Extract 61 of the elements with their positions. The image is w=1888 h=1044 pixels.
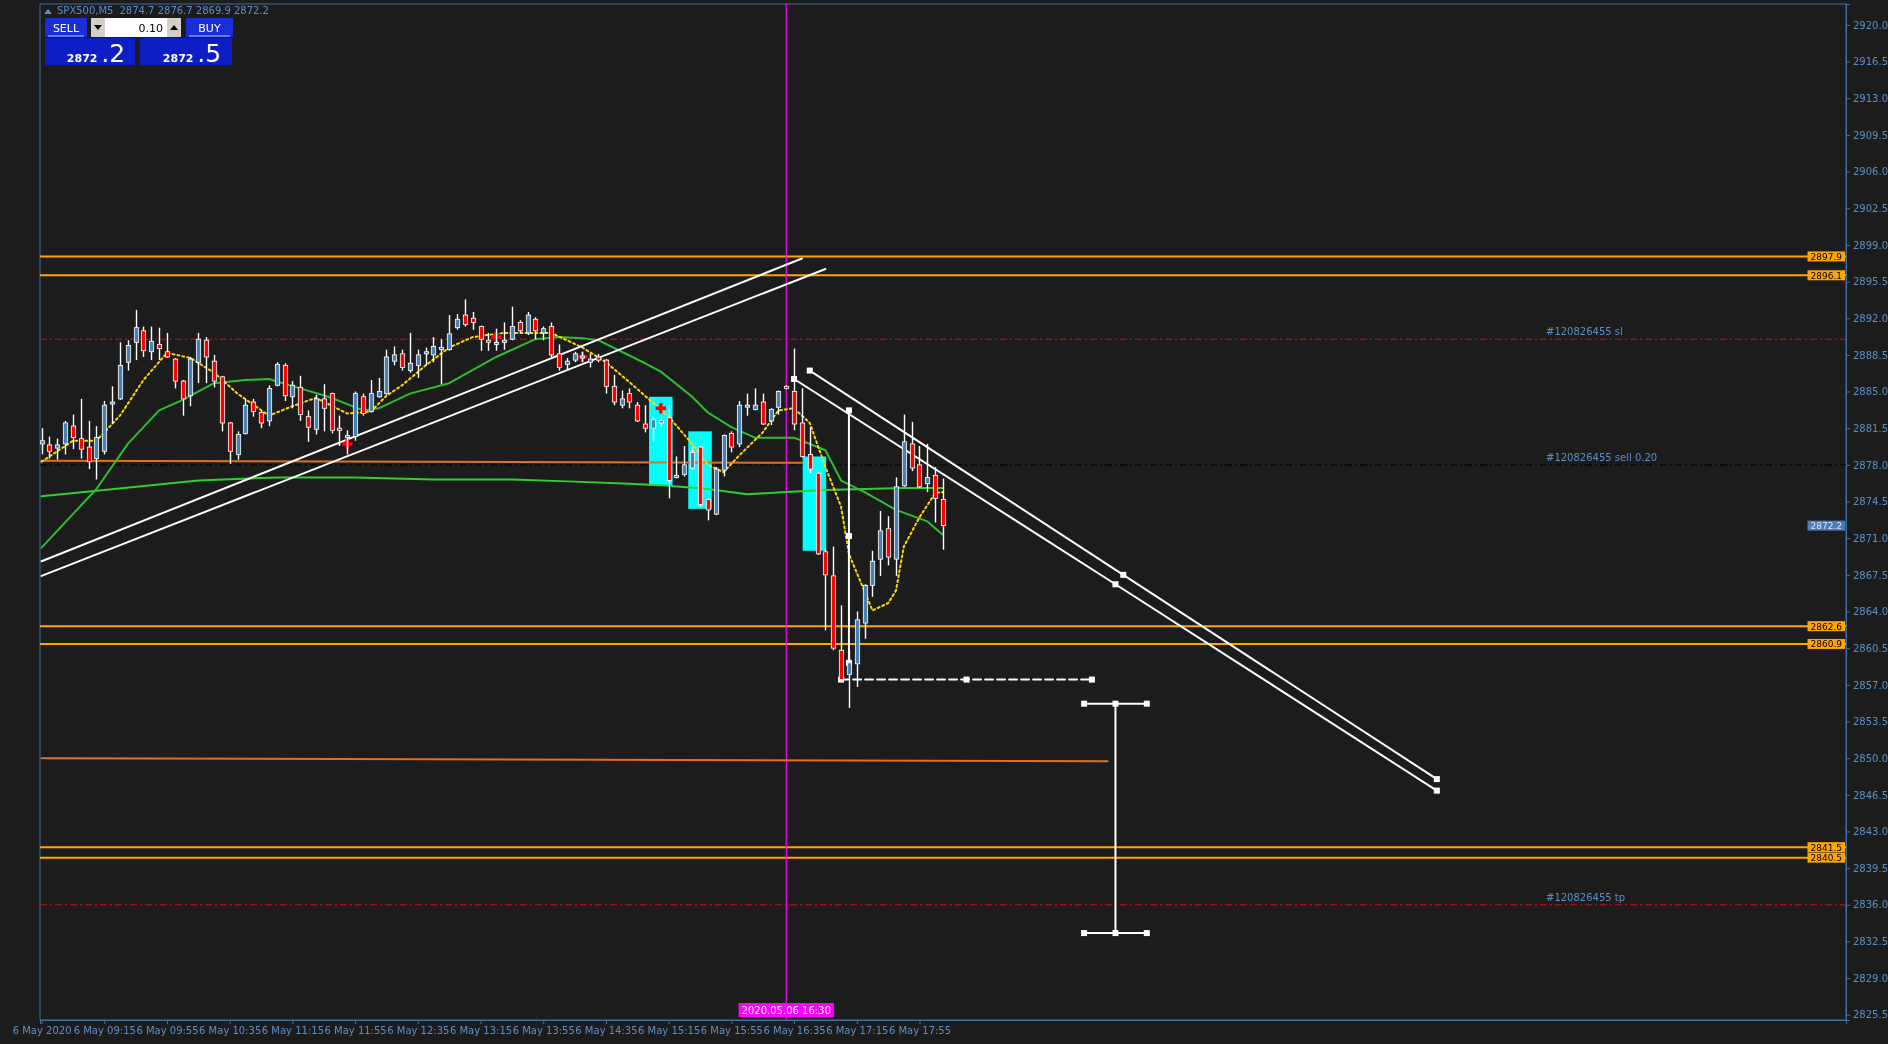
- annotation: 2872.2: [66, 39, 126, 68]
- annotation: BUY: [198, 22, 221, 35]
- x-tick-label: 6 May 14:35: [575, 1025, 638, 1037]
- y-tick-label: 2881.5: [1853, 422, 1888, 434]
- chart-subtitle: 2874.7 2876.7 2869.9 2872.2: [119, 5, 269, 16]
- annotation: 0.10: [138, 22, 163, 35]
- y-tick-label: 2832.5: [1853, 936, 1888, 948]
- y-tick-label: 2850.0: [1853, 752, 1888, 764]
- y-tick-label: 2888.5: [1853, 349, 1888, 361]
- x-tick-label: 6 May 11:55: [324, 1025, 387, 1037]
- y-tick-label: 2825.5: [1853, 1009, 1888, 1021]
- x-tick-label: 6 May 09:55: [136, 1025, 199, 1037]
- x-tick-label: 6 May 17:55: [888, 1025, 952, 1037]
- y-tick-label: 2860.5: [1853, 642, 1888, 654]
- x-tick-label: 6 May 17:15: [826, 1025, 889, 1037]
- ref-line-label: 2896.1: [1810, 270, 1842, 281]
- y-tick-label: 2916.5: [1853, 56, 1888, 68]
- ref-line-label: 2020.05.06 16:30: [741, 1005, 831, 1016]
- annotation: 2872.2: [1810, 521, 1842, 532]
- y-tick-label: 2874.5: [1853, 496, 1888, 508]
- annotation: SELL: [52, 22, 80, 35]
- ref-line-label: 2840.5: [1810, 853, 1842, 864]
- y-tick-label: 2902.5: [1853, 202, 1888, 214]
- y-tick-label: 2843.0: [1853, 826, 1888, 838]
- y-tick-label: 2839.5: [1853, 862, 1888, 874]
- y-tick-label: 2836.0: [1853, 899, 1888, 911]
- x-tick-label: 6 May 15:15: [638, 1025, 701, 1037]
- x-tick-label: 6 May 2020: [12, 1025, 72, 1037]
- y-tick-label: 2867.5: [1853, 569, 1888, 581]
- x-tick-label: 6 May 11:15: [261, 1025, 325, 1037]
- x-tick-label: 6 May 13:55: [512, 1025, 575, 1037]
- y-tick-label: 2853.5: [1853, 716, 1888, 728]
- x-tick-label: 6 May 16:35: [763, 1025, 826, 1037]
- y-tick-label: 2895.5: [1853, 276, 1888, 288]
- y-tick-label: 2846.5: [1853, 789, 1888, 801]
- ref-line-label: 2897.9: [1810, 251, 1843, 262]
- x-tick-label: 6 May 10:35: [199, 1025, 262, 1037]
- chart-title: SPX500,M5: [57, 5, 114, 16]
- y-tick-label: 2892.0: [1853, 312, 1888, 324]
- y-tick-label: 2857.0: [1853, 679, 1888, 691]
- ref-line-label: 2862.6: [1810, 621, 1843, 632]
- y-tick-label: 2864.0: [1853, 606, 1888, 618]
- x-tick-label: 6 May 15:55: [700, 1025, 763, 1037]
- y-tick-label: 2920.0: [1853, 19, 1888, 31]
- ref-line-label: #120826455 tp: [1546, 891, 1626, 903]
- ref-line-label: #120826455 sell 0.20: [1546, 451, 1658, 463]
- y-tick-label: 2899.0: [1853, 239, 1888, 251]
- ref-line-label: #120826455 sl: [1546, 326, 1623, 338]
- y-tick-label: 2906.0: [1853, 166, 1888, 178]
- x-tick-label: 6 May 12:35: [387, 1025, 450, 1037]
- x-tick-label: 6 May 09:15: [73, 1025, 136, 1037]
- y-tick-label: 2909.5: [1853, 129, 1888, 141]
- y-tick-label: 2829.0: [1853, 972, 1888, 984]
- x-tick-label: 6 May 13:15: [449, 1025, 513, 1037]
- y-tick-label: 2878.0: [1853, 459, 1888, 471]
- y-tick-label: 2871.0: [1853, 532, 1888, 544]
- ref-line-label: 2860.9: [1810, 639, 1843, 650]
- y-tick-label: 2913.0: [1853, 92, 1888, 104]
- y-tick-label: 2885.0: [1853, 386, 1888, 398]
- ref-line-label: 2841.5: [1810, 842, 1842, 853]
- annotation: 2872.5: [162, 39, 222, 68]
